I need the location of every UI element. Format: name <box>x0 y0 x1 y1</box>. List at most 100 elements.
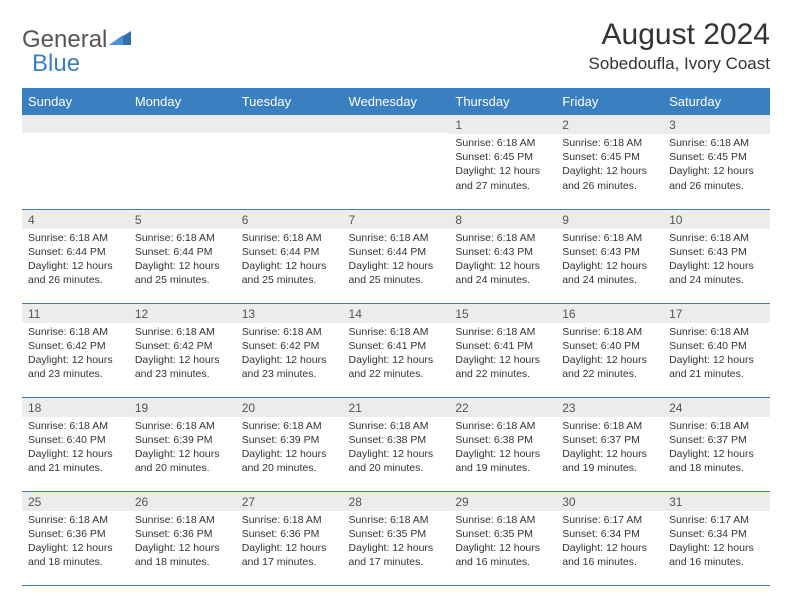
sunset-line: Sunset: 6:38 PM <box>455 433 550 447</box>
brand-part2-wrap: Blue <box>32 50 80 78</box>
day-number: 5 <box>129 210 236 229</box>
daylight-line: Daylight: 12 hours and 23 minutes. <box>28 353 123 381</box>
day-number <box>129 115 236 133</box>
daylight-line: Daylight: 12 hours and 25 minutes. <box>242 259 337 287</box>
sunrise-line: Sunrise: 6:18 AM <box>28 513 123 527</box>
calendar-day-cell: 30Sunrise: 6:17 AMSunset: 6:34 PMDayligh… <box>556 491 663 585</box>
day-detail-lines: Sunrise: 6:18 AMSunset: 6:42 PMDaylight:… <box>22 323 129 386</box>
day-detail-lines: Sunrise: 6:18 AMSunset: 6:42 PMDaylight:… <box>129 323 236 386</box>
sunset-line: Sunset: 6:34 PM <box>669 527 764 541</box>
sunrise-line: Sunrise: 6:18 AM <box>455 231 550 245</box>
sunrise-line: Sunrise: 6:18 AM <box>455 513 550 527</box>
sunset-line: Sunset: 6:40 PM <box>669 339 764 353</box>
sunset-line: Sunset: 6:36 PM <box>28 527 123 541</box>
calendar-day-cell: 25 Sunrise: 6:18 AMSunset: 6:36 PMDayligh… <box>22 491 129 585</box>
sunset-line: Sunset: 6:43 PM <box>669 245 764 259</box>
calendar-day-cell: 18Sunrise: 6:18 AMSunset: 6:40 PMDayligh… <box>22 397 129 491</box>
calendar-day-cell: 14Sunrise: 6:18 AMSunset: 6:41 PMDayligh… <box>343 303 450 397</box>
calendar-day-cell: 17Sunrise: 6:18 AMSunset: 6:40 PMDayligh… <box>663 303 770 397</box>
day-detail-lines: Sunrise: 6:18 AMSunset: 6:39 PMDaylight:… <box>236 417 343 480</box>
calendar-table: SundayMondayTuesdayWednesdayThursdayFrid… <box>22 88 770 586</box>
calendar-day-cell: 1Sunrise: 6:18 AMSunset: 6:45 PMDaylight… <box>449 115 556 209</box>
day-number: 7 <box>343 210 450 229</box>
day-number: 18 <box>22 398 129 417</box>
calendar-day-cell <box>236 115 343 209</box>
sunset-line: Sunset: 6:43 PM <box>562 245 657 259</box>
sunset-line: Sunset: 6:38 PM <box>349 433 444 447</box>
daylight-line: Daylight: 12 hours and 18 minutes. <box>28 541 123 569</box>
day-number: 13 <box>236 304 343 323</box>
daylight-line: Daylight: 12 hours and 24 minutes. <box>455 259 550 287</box>
day-number: 15 <box>449 304 556 323</box>
sunset-line: Sunset: 6:36 PM <box>242 527 337 541</box>
calendar-day-cell: 15Sunrise: 6:18 AMSunset: 6:41 PMDayligh… <box>449 303 556 397</box>
day-detail-lines: Sunrise: 6:18 AMSunset: 6:36 PMDaylight:… <box>129 511 236 574</box>
brand-part2: Blue <box>32 50 80 77</box>
day-detail-lines: Sunrise: 6:18 AMSunset: 6:44 PMDaylight:… <box>343 229 450 292</box>
sunset-line: Sunset: 6:35 PM <box>455 527 550 541</box>
sunset-line: Sunset: 6:45 PM <box>562 150 657 164</box>
sunrise-line: Sunrise: 6:18 AM <box>669 419 764 433</box>
daylight-line: Daylight: 12 hours and 26 minutes. <box>562 164 657 192</box>
day-detail-lines <box>236 133 343 139</box>
sunrise-line: Sunrise: 6:18 AM <box>135 419 230 433</box>
sunrise-line: Sunrise: 6:18 AM <box>669 325 764 339</box>
sunrise-line: Sunrise: 6:18 AM <box>669 136 764 150</box>
sunrise-line: Sunrise: 6:18 AM <box>455 419 550 433</box>
day-number: 1 <box>449 115 556 134</box>
calendar-day-cell: 31Sunrise: 6:17 AMSunset: 6:34 PMDayligh… <box>663 491 770 585</box>
calendar-day-cell: 11Sunrise: 6:18 AMSunset: 6:42 PMDayligh… <box>22 303 129 397</box>
day-detail-lines: Sunrise: 6:18 AMSunset: 6:40 PMDaylight:… <box>556 323 663 386</box>
day-number: 2 <box>556 115 663 134</box>
sunset-line: Sunset: 6:39 PM <box>135 433 230 447</box>
sunset-line: Sunset: 6:40 PM <box>28 433 123 447</box>
sunrise-line: Sunrise: 6:18 AM <box>455 325 550 339</box>
sunrise-line: Sunrise: 6:18 AM <box>242 419 337 433</box>
day-number: 14 <box>343 304 450 323</box>
sunrise-line: Sunrise: 6:18 AM <box>562 136 657 150</box>
day-number: 25 <box>22 492 129 511</box>
day-number <box>343 115 450 133</box>
calendar-day-cell: 10Sunrise: 6:18 AMSunset: 6:43 PMDayligh… <box>663 209 770 303</box>
day-number: 10 <box>663 210 770 229</box>
sunrise-line: Sunrise: 6:18 AM <box>349 513 444 527</box>
day-detail-lines: Sunrise: 6:18 AMSunset: 6:40 PMDaylight:… <box>663 323 770 386</box>
daylight-line: Daylight: 12 hours and 18 minutes. <box>135 541 230 569</box>
daylight-line: Daylight: 12 hours and 16 minutes. <box>669 541 764 569</box>
sunrise-line: Sunrise: 6:18 AM <box>28 419 123 433</box>
daylight-line: Daylight: 12 hours and 19 minutes. <box>562 447 657 475</box>
daylight-line: Daylight: 12 hours and 17 minutes. <box>242 541 337 569</box>
day-number <box>22 115 129 133</box>
logo-triangle-icon <box>109 24 131 42</box>
calendar-day-cell: 4Sunrise: 6:18 AMSunset: 6:44 PMDaylight… <box>22 209 129 303</box>
daylight-line: Daylight: 12 hours and 22 minutes. <box>562 353 657 381</box>
daylight-line: Daylight: 12 hours and 19 minutes. <box>455 447 550 475</box>
day-detail-lines: Sunrise: 6:18 AMSunset: 6:38 PMDaylight:… <box>343 417 450 480</box>
daylight-line: Daylight: 12 hours and 20 minutes. <box>135 447 230 475</box>
day-detail-lines: Sunrise: 6:18 AMSunset: 6:41 PMDaylight:… <box>449 323 556 386</box>
daylight-line: Daylight: 12 hours and 26 minutes. <box>669 164 764 192</box>
sunrise-line: Sunrise: 6:18 AM <box>349 231 444 245</box>
day-detail-lines: Sunrise: 6:18 AMSunset: 6:41 PMDaylight:… <box>343 323 450 386</box>
day-number: 12 <box>129 304 236 323</box>
calendar-day-cell: 6Sunrise: 6:18 AMSunset: 6:44 PMDaylight… <box>236 209 343 303</box>
daylight-line: Daylight: 12 hours and 17 minutes. <box>349 541 444 569</box>
calendar-day-cell: 26Sunrise: 6:18 AMSunset: 6:36 PMDayligh… <box>129 491 236 585</box>
day-number: 11 <box>22 304 129 323</box>
day-detail-lines: Sunrise: 6:18 AMSunset: 6:39 PMDaylight:… <box>129 417 236 480</box>
sunset-line: Sunset: 6:41 PM <box>349 339 444 353</box>
sunrise-line: Sunrise: 6:18 AM <box>242 325 337 339</box>
day-number: 8 <box>449 210 556 229</box>
day-number: 22 <box>449 398 556 417</box>
sunset-line: Sunset: 6:44 PM <box>349 245 444 259</box>
sunrise-line: Sunrise: 6:18 AM <box>349 419 444 433</box>
calendar-week-row: 4Sunrise: 6:18 AMSunset: 6:44 PMDaylight… <box>22 209 770 303</box>
sunrise-line: Sunrise: 6:18 AM <box>28 231 123 245</box>
calendar-day-cell: 7Sunrise: 6:18 AMSunset: 6:44 PMDaylight… <box>343 209 450 303</box>
day-detail-lines: Sunrise: 6:18 AMSunset: 6:43 PMDaylight:… <box>449 229 556 292</box>
day-number: 31 <box>663 492 770 511</box>
sunrise-line: Sunrise: 6:18 AM <box>135 513 230 527</box>
sunrise-line: Sunrise: 6:18 AM <box>562 231 657 245</box>
daylight-line: Daylight: 12 hours and 16 minutes. <box>562 541 657 569</box>
calendar-day-cell: 12Sunrise: 6:18 AMSunset: 6:42 PMDayligh… <box>129 303 236 397</box>
